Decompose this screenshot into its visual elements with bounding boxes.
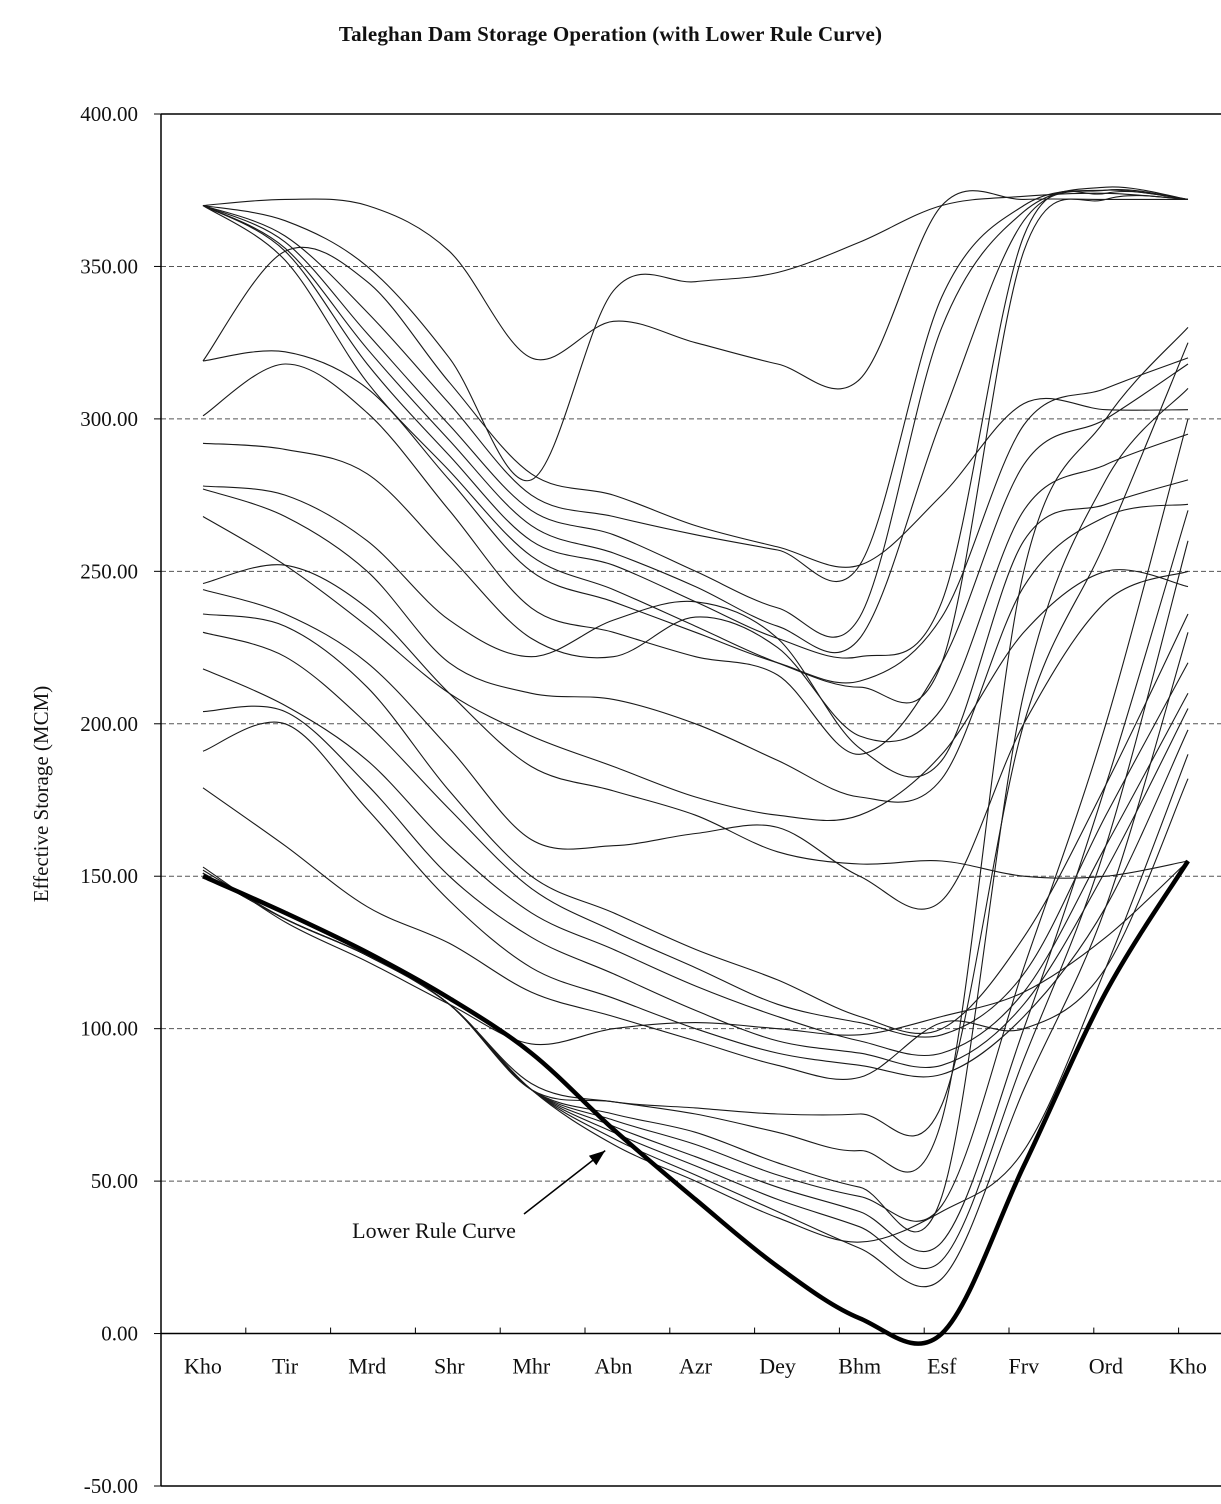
series-lines [202,186,1189,1288]
x-tick-label: Frv [1009,1354,1040,1379]
x-tick-label: Shr [434,1354,465,1379]
series-line-31 [202,754,1189,1243]
plot-frame [154,113,1221,1487]
series-line-3 [202,189,1189,582]
series-line-22 [202,778,1189,1081]
series-line-11 [202,433,1189,743]
y-tick-label: 50.00 [91,1169,138,1193]
chart-title: Taleghan Dam Storage Operation (with Low… [338,22,883,46]
x-tick-label: Mrd [348,1354,386,1379]
series-line-18 [202,631,1189,1038]
series-line-23 [202,860,1189,1046]
y-tick-label: 100.00 [80,1017,138,1041]
series-line-15 [202,564,1189,879]
series-line-8 [202,246,1189,568]
x-tick-label: Dey [759,1354,796,1379]
lower-rule-curve-layer [202,859,1190,1346]
series-line-2 [202,192,1189,482]
y-tick-label: 300.00 [80,407,138,431]
series-line-20 [202,705,1189,1069]
y-ticks: 400.00 350.00 300.00 250.00 200.00 150.00 100.… [80,102,138,1498]
series-line-14 [202,516,1189,822]
annotation-arrow-line [523,1150,606,1215]
y-tick-label: 250.00 [80,559,138,583]
lower-rule-curve-line [202,859,1190,1346]
annotations: Lower Rule Curve [352,1150,606,1243]
series-line-7 [202,195,1189,704]
series-line-1 [202,190,1188,390]
y-tick-label: 150.00 [80,864,138,888]
y-tick-label: 0.00 [101,1322,138,1346]
y-tick-label: 200.00 [80,712,138,736]
x-tick-label: Mhr [512,1354,551,1379]
series-line-28 [202,510,1189,1253]
series-line-17 [202,613,1189,1034]
series-line-10 [202,363,1189,755]
x-tick-label: Kho [1169,1354,1207,1379]
x-tick-label: Ord [1089,1354,1123,1379]
y-tick-label: -50.00 [84,1474,138,1498]
series-line-4 [202,186,1189,638]
series-line-19 [202,668,1189,1057]
series-line-21 [202,721,1189,1078]
y-tick-label: 350.00 [80,254,138,278]
series-line-30 [202,632,1189,1288]
x-tick-label: Esf [927,1354,957,1379]
lower-rule-curve-label: Lower Rule Curve [352,1218,516,1243]
x-tick-label: Kho [184,1354,222,1379]
series-line-12 [202,479,1189,778]
series-line-9 [202,350,1189,684]
series-line-6 [202,190,1189,659]
series-line-13 [202,488,1189,803]
x-tick-label: Abn [594,1354,632,1379]
y-tick-label: 400.00 [80,102,138,126]
series-line-25 [202,327,1189,1173]
y-axis-title: Effective Storage (MCM) [29,686,53,903]
series-line-27 [202,418,1189,1222]
series-line-5 [202,189,1189,654]
x-ticks: Kho Tir Mrd Shr Mhr Abn Azr Dey Bhm Esf Frv Ord Kho [184,1354,1207,1379]
series-line-24 [202,342,1189,1137]
x-tick-label: Azr [679,1354,713,1379]
gridlines [161,265,1221,1182]
annotation-arrow-head [588,1150,606,1166]
x-tick-label: Tir [272,1354,299,1379]
series-line-16 [202,570,1189,910]
x-tick-label: Bhm [838,1354,881,1379]
